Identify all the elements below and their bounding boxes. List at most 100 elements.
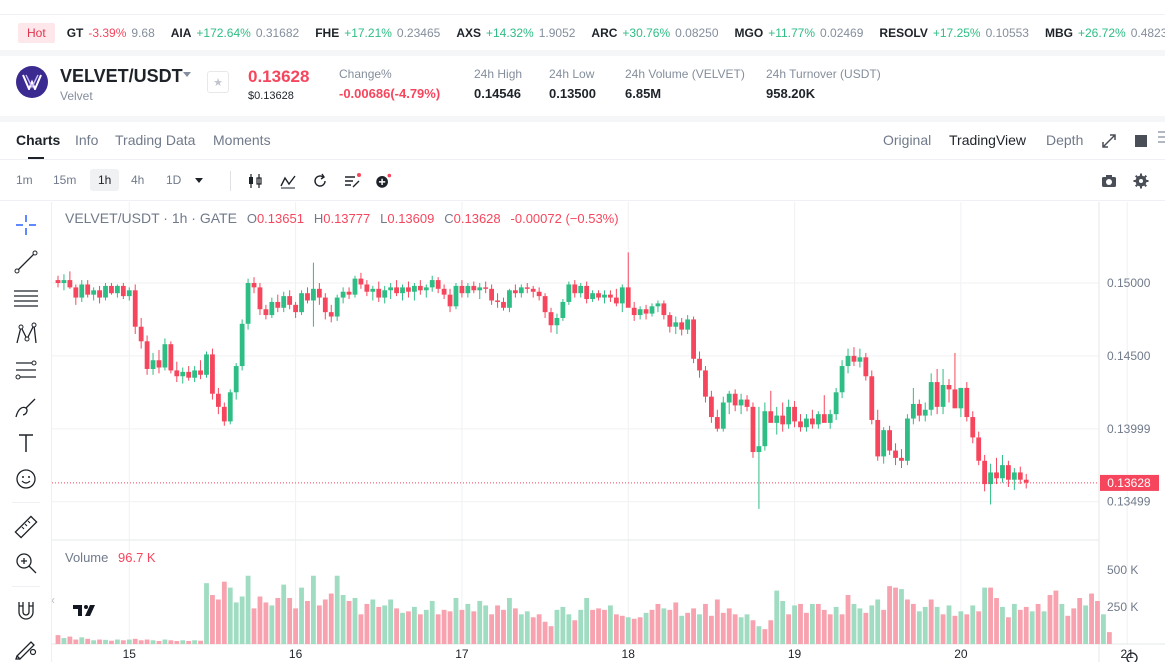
- volume-bar: [79, 637, 85, 644]
- chevron-down-icon[interactable]: [195, 178, 203, 183]
- tab-tradingview[interactable]: TradingView: [949, 132, 1027, 148]
- candle-body: [590, 293, 595, 300]
- volume-bar: [251, 608, 257, 644]
- ticker-change: +17.25%: [932, 25, 981, 40]
- volume-bar: [376, 606, 382, 644]
- ticker-item[interactable]: MGO +11.77% 0.02469: [735, 26, 864, 40]
- tab-moments[interactable]: Moments: [213, 132, 271, 148]
- candle-body: [720, 402, 726, 429]
- favorite-star-icon[interactable]: ★: [207, 71, 229, 93]
- add-indicator-icon[interactable]: [374, 172, 392, 190]
- volume-bar: [815, 603, 821, 644]
- ticker-item[interactable]: GT -3.39% 9.68: [67, 26, 155, 40]
- candle-body: [73, 287, 79, 298]
- candle-body: [542, 296, 548, 313]
- ticker-item[interactable]: MBG +26.72% 0.4823: [1045, 26, 1165, 40]
- gear-icon[interactable]: [1132, 172, 1150, 190]
- fib-retracement-icon[interactable]: [13, 358, 39, 384]
- volume-bar: [61, 638, 67, 644]
- candle-body: [186, 371, 192, 378]
- volume-bar: [738, 617, 744, 644]
- candles-icon[interactable]: [246, 172, 264, 190]
- volume-bar: [447, 611, 453, 644]
- tab-depth[interactable]: Depth: [1046, 132, 1084, 148]
- candle-body: [150, 360, 156, 369]
- lock-drawing-icon[interactable]: [13, 634, 39, 660]
- horizontal-lines-icon[interactable]: [13, 285, 39, 311]
- ticker-change: +11.77%: [768, 25, 816, 40]
- pattern-icon[interactable]: [13, 321, 39, 347]
- ticker-item[interactable]: AIA +172.64% 0.31682: [171, 26, 299, 40]
- ticker-price: 0.02469: [820, 25, 864, 40]
- timeframe-1m[interactable]: 1m: [16, 173, 33, 187]
- tab-original[interactable]: Original: [883, 132, 932, 148]
- candle-body: [881, 430, 887, 457]
- volume-bar: [233, 602, 239, 644]
- ticker-price: 1.9052: [538, 25, 576, 40]
- tab-info[interactable]: Info: [75, 132, 99, 148]
- ticker-symbol: MGO: [734, 25, 764, 40]
- magnet-icon[interactable]: [13, 598, 39, 624]
- volume-bar: [489, 614, 495, 644]
- ticker-change: +30.76%: [622, 25, 671, 40]
- stat-value: 0.14546: [474, 86, 521, 101]
- chevron-down-icon[interactable]: [183, 72, 191, 77]
- indicators-icon[interactable]: [279, 172, 297, 190]
- volume-bar: [560, 606, 566, 644]
- divider: [12, 586, 40, 587]
- timeframe-1h[interactable]: 1h: [90, 169, 120, 191]
- candle-body: [1006, 465, 1011, 480]
- trend-line-icon[interactable]: [13, 249, 39, 275]
- emoji-icon[interactable]: [13, 466, 39, 492]
- candle-body: [85, 284, 91, 295]
- tradingview-logo-icon: [68, 593, 102, 627]
- time-axis-label: 19: [788, 647, 802, 661]
- crosshair-icon[interactable]: [13, 212, 39, 238]
- candle-body: [507, 290, 512, 308]
- candle-body: [495, 300, 500, 302]
- timeframe-15m[interactable]: 15m: [53, 173, 77, 187]
- hot-badge[interactable]: Hot: [18, 22, 55, 43]
- fullscreen-icon[interactable]: [1101, 133, 1117, 149]
- candlestick-chart[interactable]: 0.13628 0.15000 0.14500 0.13999 0.13499 500 K…: [51, 202, 1165, 664]
- text-icon[interactable]: [13, 430, 39, 456]
- timeframe-1d[interactable]: 1D: [166, 173, 182, 187]
- tab-charts[interactable]: Charts: [16, 132, 61, 148]
- ticker-item[interactable]: ARC +30.76% 0.08250: [591, 26, 718, 40]
- volume-bar: [435, 614, 441, 644]
- brush-icon[interactable]: [13, 394, 39, 420]
- tab-trading-data[interactable]: Trading Data: [115, 132, 196, 148]
- volume-bar: [257, 596, 263, 644]
- volume-bar: [952, 615, 958, 644]
- drawing-toolbar: [0, 202, 52, 662]
- volume-bar: [994, 598, 999, 644]
- camera-icon[interactable]: [1100, 172, 1118, 190]
- legend-o-label: O: [246, 211, 257, 226]
- ticker-item[interactable]: FHE +17.21% 0.23465: [315, 26, 440, 40]
- templates-icon[interactable]: [343, 172, 361, 190]
- volume-bar: [792, 605, 797, 644]
- zoom-in-icon[interactable]: [13, 550, 39, 576]
- timeframe-4h[interactable]: 4h: [131, 173, 145, 187]
- candle-body: [328, 312, 334, 317]
- chart-area[interactable]: 0.13628 0.15000 0.14500 0.13999 0.13499 500 K…: [51, 202, 1165, 664]
- volume-value: 96.7 K: [118, 550, 156, 565]
- replay-icon[interactable]: [311, 172, 329, 190]
- volume-bar: [328, 593, 334, 644]
- ticker-item[interactable]: RESOLV +17.25% 0.10553: [879, 26, 1029, 40]
- candle-body: [447, 294, 453, 307]
- stat-high: 24h High 0.14546: [474, 67, 522, 101]
- volume-bar: [899, 589, 904, 644]
- candle-body: [352, 278, 358, 295]
- ticker-price: 0.4823: [1130, 25, 1165, 40]
- layout-icon[interactable]: [1135, 135, 1147, 147]
- menu-icon[interactable]: [1157, 130, 1165, 144]
- candle-body: [174, 370, 180, 377]
- pair-title[interactable]: VELVET/USDT: [60, 66, 183, 86]
- volume-bar: [370, 599, 376, 644]
- ticker-list: GT -3.39% 9.68 AIA +172.64% 0.31682 FHE +17.21%…: [67, 26, 1165, 40]
- ticker-item[interactable]: AXS +14.32% 1.9052: [456, 26, 575, 40]
- volume-bar: [643, 612, 649, 644]
- candle-body: [560, 301, 566, 318]
- ruler-icon[interactable]: [13, 514, 39, 540]
